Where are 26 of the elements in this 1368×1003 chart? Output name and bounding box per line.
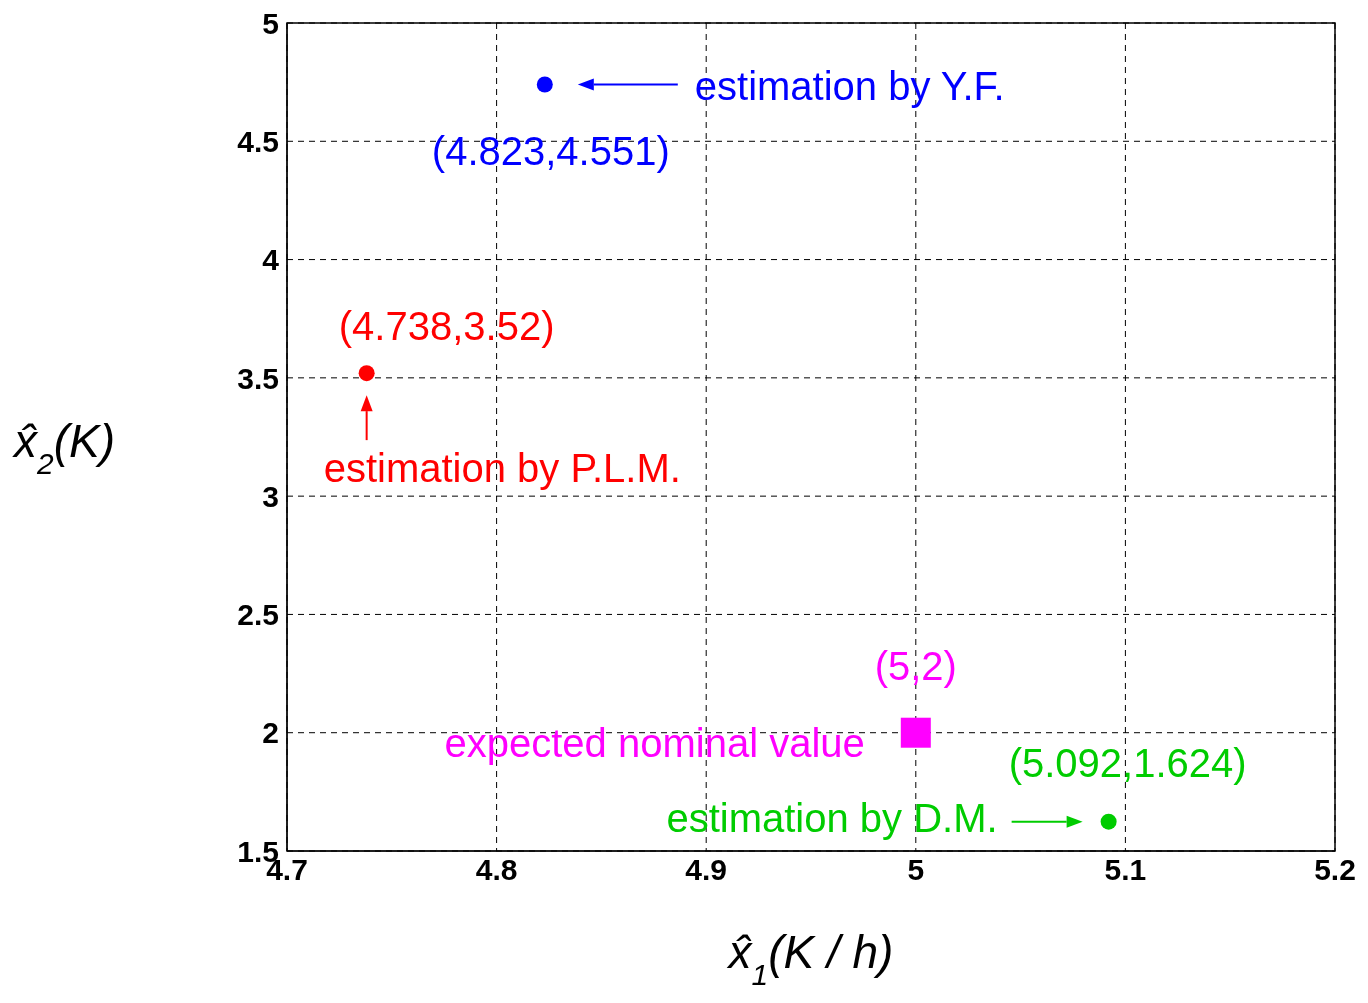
y-tick-label: 2 xyxy=(262,716,279,750)
x-axis-title: x̂$_{1}$(K / h) xyxy=(726,926,894,991)
y-tick-label: 2.5 xyxy=(237,598,279,632)
series-label: expected nominal value xyxy=(444,720,865,765)
point xyxy=(358,365,375,382)
series-label: estimation by P.L.M. xyxy=(323,446,681,491)
annotation: (5.092,1.624) xyxy=(1008,740,1247,785)
y-tick-label: 3.5 xyxy=(237,361,279,395)
x-tick-label: 5 xyxy=(907,853,925,887)
annotation: (4.823,4.551) xyxy=(431,128,670,173)
point xyxy=(1100,813,1117,830)
y-tick-label: 3 xyxy=(262,479,279,513)
annotation: (4.738,3.52) xyxy=(338,304,555,349)
annotation: (5,2) xyxy=(874,643,957,688)
x-tick-label: 4.8 xyxy=(475,853,518,887)
y-tick-label: 4 xyxy=(262,243,280,277)
x-tick-label: 5.1 xyxy=(1104,853,1147,887)
y-tick-label: 5 xyxy=(262,6,279,40)
legend-label: estimation by Y.F. xyxy=(694,63,1005,108)
x-tick-label: 5.2 xyxy=(1314,853,1356,887)
y-axis-title: x̂$_{2}$(K) xyxy=(12,415,115,480)
point xyxy=(536,76,553,93)
point xyxy=(900,717,931,748)
y-tick-label: 4.5 xyxy=(237,124,279,158)
text: estimation by D.M. xyxy=(666,795,998,840)
x-tick-label: 4.9 xyxy=(685,853,728,887)
